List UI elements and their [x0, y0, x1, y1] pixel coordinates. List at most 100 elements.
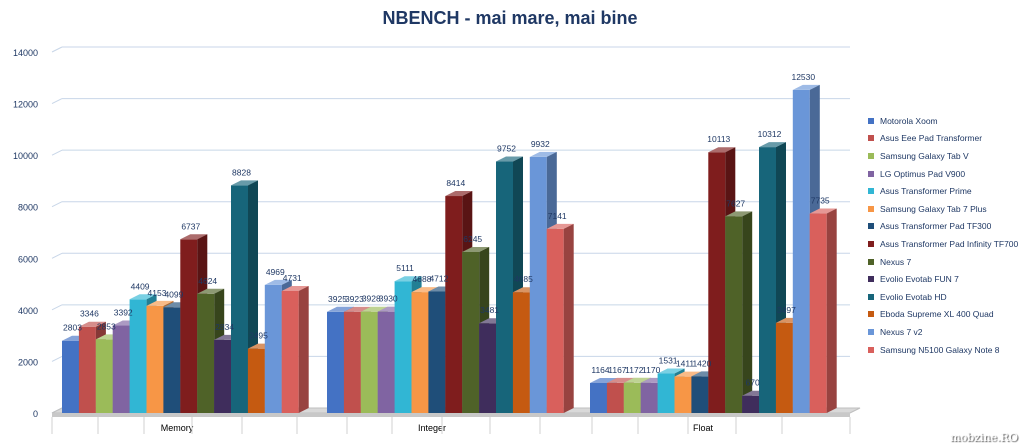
legend-item: Evolio Evotab HD — [868, 288, 1024, 306]
legend-swatch — [868, 240, 874, 247]
data-label: 4153 — [148, 288, 167, 298]
gridline-diag — [51, 201, 63, 208]
data-label: 7141 — [548, 211, 567, 221]
legend-swatch — [868, 170, 874, 177]
gridline-diag — [51, 46, 63, 53]
bar-top — [725, 211, 753, 217]
bar-front — [792, 89, 810, 413]
legend-label: LG Optimus Pad V900 — [880, 168, 966, 179]
bar-front — [231, 185, 248, 413]
bar-top — [708, 147, 736, 153]
chart-legend: Motorola Xoom Asus Eee Pad Transformer Sam… — [868, 112, 1024, 358]
gridline-diag — [51, 98, 63, 105]
data-label: 4685 — [514, 274, 533, 284]
bar-front — [674, 376, 692, 413]
data-label: 12530 — [791, 72, 815, 82]
data-label: 1411 — [676, 359, 695, 369]
bar-front — [529, 156, 547, 413]
legend-swatch — [868, 205, 874, 212]
data-label: 1420 — [692, 358, 711, 368]
bar-front — [657, 373, 675, 413]
data-label: 3928 — [362, 294, 381, 304]
legend-label: Samsung Galaxy Tab 7 Plus — [880, 203, 987, 214]
bar-front — [197, 293, 215, 413]
bar-front — [264, 284, 282, 413]
bar-top — [606, 377, 634, 383]
legend-label: Asus Eee Pad Transformer — [880, 133, 983, 144]
data-label: 4624 — [198, 276, 217, 286]
x-tick-label: Integer — [418, 423, 446, 433]
bar-top — [264, 279, 292, 285]
bar-top — [623, 377, 651, 383]
bar-top — [180, 234, 208, 240]
bar-front — [95, 339, 113, 413]
bar-top — [657, 368, 685, 374]
bar-front — [327, 311, 344, 413]
bar-front — [759, 147, 776, 413]
bar-front — [112, 325, 130, 413]
legend-label: Asus Transformer Pad Infinity TF700 — [880, 238, 1019, 249]
bar-top — [792, 84, 820, 90]
bar-top — [462, 246, 490, 252]
bar-front — [129, 299, 147, 413]
data-label: 4712 — [429, 273, 448, 283]
bar-front — [691, 376, 709, 413]
data-label: 7735 — [811, 196, 830, 206]
y-tick-label: 14000 — [13, 48, 38, 58]
bar-top — [343, 306, 371, 312]
bar-front — [62, 340, 79, 413]
legend-label: Samsung N5100 Galaxy Note 8 — [880, 344, 1000, 355]
bar-top — [281, 286, 309, 292]
data-label: 8414 — [446, 178, 465, 188]
bar-front — [809, 213, 827, 413]
bar-front — [428, 291, 446, 413]
bar-top — [759, 142, 786, 148]
legend-swatch — [868, 293, 874, 300]
bar-front — [606, 382, 624, 413]
data-labels: 2803 3925 1164 3346 3923 1167 2853 3928 1172 3392… — [63, 72, 830, 388]
legend-swatch — [868, 188, 874, 195]
legend-swatch — [868, 311, 874, 318]
data-label: 2834 — [215, 322, 234, 332]
bar-front — [247, 348, 265, 413]
bar-front — [708, 152, 726, 413]
bar-side — [563, 223, 574, 413]
data-label: 3930 — [379, 294, 398, 304]
data-label: 7627 — [726, 198, 745, 208]
legend-item: Motorola Xoom — [868, 112, 1024, 130]
y-tick-label: 8000 — [18, 203, 38, 213]
bar-front — [546, 228, 564, 413]
x-axis: Memory Integer Float — [51, 417, 851, 434]
data-label: 10312 — [758, 129, 782, 139]
y-tick-label: 10000 — [13, 151, 38, 161]
data-label: 2495 — [249, 331, 268, 341]
legend-item: Samsung Galaxy Tab V — [868, 147, 1024, 165]
bar-front — [214, 339, 232, 413]
legend-swatch — [868, 328, 874, 335]
bar-front — [512, 292, 530, 413]
bar-series — [62, 84, 837, 413]
data-label: 6737 — [181, 221, 200, 231]
legend-label: Nexus 7 v2 — [880, 326, 923, 337]
data-label: 3392 — [114, 308, 133, 318]
legend-swatch — [868, 135, 874, 142]
data-label: 1164 — [591, 365, 610, 375]
gridline-diag — [51, 252, 63, 259]
legend-item: Nexus 7 v2 — [868, 323, 1024, 341]
bar-front — [146, 305, 164, 413]
bar-front — [411, 292, 429, 413]
gridline-diag — [51, 355, 63, 362]
data-label: 3925 — [328, 294, 347, 304]
bar-front — [78, 326, 96, 413]
bar — [725, 211, 753, 413]
bar-front — [343, 311, 361, 413]
bar-front — [360, 311, 378, 413]
bar-front — [623, 382, 641, 413]
bar-top — [590, 377, 617, 383]
legend-item: Evolio Evotab FUN 7 — [868, 270, 1024, 288]
data-label: 2803 — [63, 323, 82, 333]
data-label: 3923 — [345, 294, 364, 304]
bar-front — [180, 239, 198, 413]
data-label: 8828 — [232, 167, 251, 177]
